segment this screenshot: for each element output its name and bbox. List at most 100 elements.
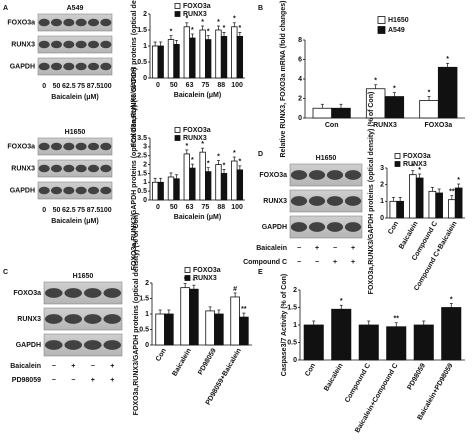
significance-mark: * bbox=[446, 56, 449, 63]
significance-mark: * bbox=[238, 159, 241, 166]
blot-band bbox=[308, 170, 326, 180]
bar bbox=[454, 187, 463, 219]
bar bbox=[173, 178, 180, 201]
blot-band bbox=[103, 288, 122, 298]
blot-band bbox=[87, 164, 100, 173]
y-axis-label: Caspase3/7 Activity (% of Con) bbox=[281, 274, 288, 376]
blot-title: A549 bbox=[67, 5, 84, 12]
blot-band bbox=[38, 40, 50, 49]
y-tick-label: 4 bbox=[298, 76, 302, 83]
bar bbox=[189, 167, 196, 201]
blot-band bbox=[50, 142, 63, 151]
treatment-label: Baicalein bbox=[256, 245, 287, 252]
panel-letter: E bbox=[258, 269, 263, 276]
significance-mark: * bbox=[223, 25, 226, 32]
y-tick-label: 0 bbox=[298, 115, 302, 122]
blot-row-label: GAPDH bbox=[262, 224, 287, 231]
treatment-sign: + bbox=[351, 245, 355, 252]
blot-strip bbox=[43, 281, 123, 305]
bar bbox=[157, 181, 164, 201]
y-tick-label: 0.5 bbox=[137, 188, 147, 195]
significance-mark: * bbox=[193, 278, 196, 285]
treatment-label: PD98059 bbox=[12, 377, 41, 384]
y-axis-label: FOXO3a,RUNX3/GAPDH proteins (optical den… bbox=[368, 92, 375, 295]
blot-band bbox=[344, 222, 362, 232]
blot-title: H1650 bbox=[65, 129, 86, 136]
significance-mark: * bbox=[217, 19, 220, 26]
blot-band bbox=[50, 40, 63, 49]
lane-label: 87.5 bbox=[87, 207, 101, 214]
bar bbox=[409, 174, 417, 219]
x-tick-label: Baicalein bbox=[398, 220, 419, 250]
y-tick-label: 0 bbox=[145, 342, 149, 349]
significance-mark: * bbox=[201, 141, 204, 148]
blot-band bbox=[38, 164, 50, 173]
y-tick-label: 0 bbox=[380, 215, 384, 222]
legend-label: RUNX3 bbox=[183, 11, 207, 18]
blot-band bbox=[100, 62, 112, 71]
blot-strip bbox=[37, 35, 113, 54]
bar bbox=[220, 36, 228, 79]
legend-label: A549 bbox=[388, 27, 405, 34]
blot-strip bbox=[37, 137, 113, 156]
bar bbox=[155, 313, 165, 346]
y-axis-label: FOXO3a,RUNX3/GAPDH proteins (optical den… bbox=[131, 68, 138, 271]
bar bbox=[435, 192, 443, 219]
lane-label: 100 bbox=[100, 83, 112, 90]
bar bbox=[167, 39, 175, 79]
blot-band bbox=[63, 62, 75, 71]
bar bbox=[214, 313, 224, 346]
y-tick-label: 1 bbox=[145, 311, 149, 318]
legend-swatch bbox=[174, 3, 181, 9]
blot-band bbox=[63, 40, 75, 49]
significance-mark: * bbox=[393, 85, 396, 92]
significance-mark: # bbox=[233, 286, 237, 293]
blot-band bbox=[64, 340, 83, 350]
blot-strip bbox=[289, 189, 363, 213]
y-tick-label: 2 bbox=[143, 11, 147, 18]
x-tick-label: Con bbox=[304, 362, 317, 377]
bar bbox=[215, 164, 222, 201]
bar bbox=[173, 44, 180, 79]
y-tick-label: 2 bbox=[293, 287, 297, 294]
blot-band bbox=[100, 40, 112, 49]
blot-band bbox=[326, 170, 344, 180]
x-axis-label: Baicalein (μM) bbox=[174, 92, 221, 99]
lane-label: 0 bbox=[42, 83, 46, 90]
blot-title: H1650 bbox=[73, 273, 94, 280]
legend-swatch bbox=[174, 135, 181, 141]
legend-label: RUNX3 bbox=[403, 161, 427, 168]
bar bbox=[437, 66, 458, 119]
blot-strip bbox=[43, 307, 123, 331]
blot-band bbox=[308, 196, 326, 206]
bar bbox=[358, 324, 379, 361]
blot-band bbox=[100, 142, 112, 151]
blot-band bbox=[75, 186, 87, 195]
blot-band bbox=[326, 222, 344, 232]
significance-mark: * bbox=[418, 167, 421, 174]
significance-mark: * bbox=[185, 16, 188, 23]
bar bbox=[419, 100, 439, 119]
bar bbox=[199, 151, 206, 201]
blot-band bbox=[38, 186, 50, 195]
y-tick-label: 1 bbox=[143, 43, 147, 50]
blot-band bbox=[344, 196, 362, 206]
y-tick-label: 1.5 bbox=[137, 170, 147, 177]
bar bbox=[303, 324, 324, 361]
blot-band bbox=[326, 196, 344, 206]
lane-label: 100 bbox=[100, 207, 112, 214]
panel-letter: C bbox=[3, 269, 8, 276]
blot-band bbox=[38, 18, 50, 27]
legend-label: FOXO3a bbox=[183, 127, 211, 134]
x-tick-label: 50 bbox=[170, 82, 178, 89]
y-tick-label: 1.5 bbox=[287, 304, 297, 311]
blot-band bbox=[83, 288, 102, 298]
blot-row-label: FOXO3a bbox=[7, 19, 35, 26]
bar bbox=[157, 45, 164, 79]
x-tick-label: 88 bbox=[217, 82, 225, 89]
treatment-sign: − bbox=[297, 259, 301, 266]
bar bbox=[386, 326, 407, 361]
treatment-sign: + bbox=[110, 363, 114, 370]
y-tick-label: 0.5 bbox=[287, 339, 297, 346]
